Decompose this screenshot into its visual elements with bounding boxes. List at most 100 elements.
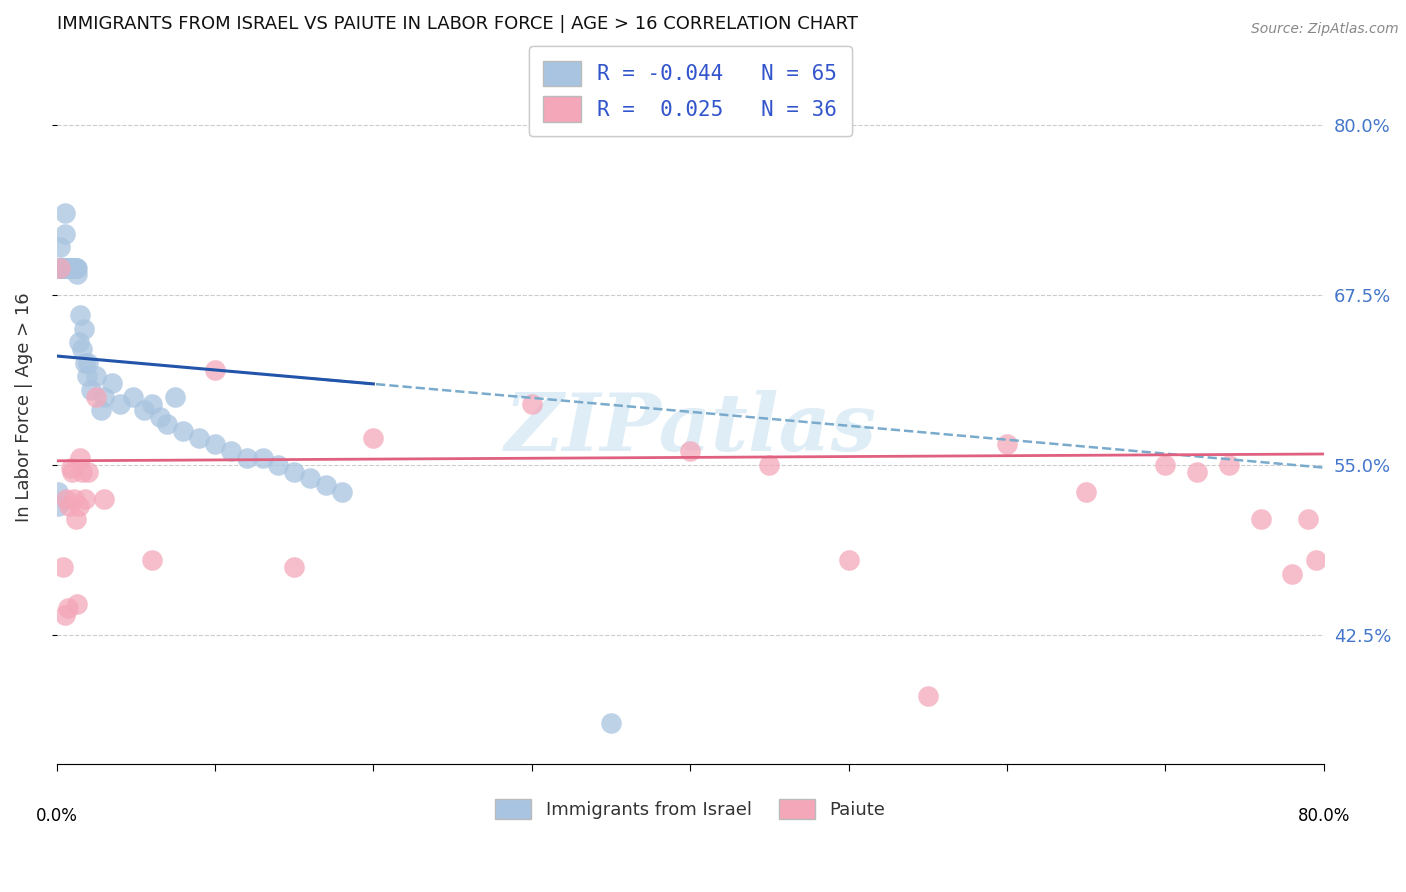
- Point: [63, 260, 86, 275]
- Point: [1281, 566, 1303, 581]
- Point: [600, 716, 623, 731]
- Legend: R = -0.044   N = 65, R =  0.025   N = 36: R = -0.044 N = 65, R = 0.025 N = 36: [529, 46, 852, 136]
- Point: [917, 690, 939, 704]
- Point: [1154, 458, 1177, 472]
- Point: [219, 444, 242, 458]
- Point: [51, 260, 73, 275]
- Point: [252, 451, 274, 466]
- Point: [51, 260, 73, 275]
- Text: Source: ZipAtlas.com: Source: ZipAtlas.com: [1251, 22, 1399, 37]
- Point: [235, 451, 257, 466]
- Point: [65, 512, 87, 526]
- Point: [55, 491, 77, 506]
- Point: [66, 597, 89, 611]
- Point: [69, 451, 91, 466]
- Point: [283, 465, 305, 479]
- Point: [1076, 485, 1098, 500]
- Point: [58, 260, 80, 275]
- Point: [165, 390, 187, 404]
- Point: [66, 268, 89, 282]
- Point: [63, 491, 86, 506]
- Point: [53, 227, 76, 241]
- Point: [56, 600, 79, 615]
- Point: [70, 465, 93, 479]
- Point: [72, 322, 94, 336]
- Point: [363, 431, 385, 445]
- Point: [758, 458, 780, 472]
- Point: [172, 424, 194, 438]
- Y-axis label: In Labor Force | Age > 16: In Labor Force | Age > 16: [15, 293, 32, 522]
- Point: [93, 491, 115, 506]
- Point: [156, 417, 179, 431]
- Point: [62, 260, 84, 275]
- Point: [55, 260, 77, 275]
- Point: [58, 499, 80, 513]
- Point: [84, 369, 107, 384]
- Point: [67, 335, 90, 350]
- Point: [267, 458, 290, 472]
- Point: [132, 403, 155, 417]
- Point: [330, 485, 353, 500]
- Point: [46, 260, 69, 275]
- Point: [55, 260, 77, 275]
- Point: [59, 260, 82, 275]
- Point: [283, 560, 305, 574]
- Point: [66, 260, 89, 275]
- Point: [56, 260, 79, 275]
- Point: [58, 260, 80, 275]
- Text: IMMIGRANTS FROM ISRAEL VS PAIUTE IN LABOR FORCE | AGE > 16 CORRELATION CHART: IMMIGRANTS FROM ISRAEL VS PAIUTE IN LABO…: [56, 15, 858, 33]
- Point: [679, 444, 702, 458]
- Point: [49, 240, 72, 254]
- Point: [121, 390, 143, 404]
- Text: ZIPatlas: ZIPatlas: [505, 390, 876, 467]
- Point: [1250, 512, 1272, 526]
- Point: [108, 397, 131, 411]
- Point: [84, 390, 107, 404]
- Point: [148, 410, 170, 425]
- Point: [75, 491, 97, 506]
- Point: [204, 362, 226, 376]
- Point: [59, 460, 82, 475]
- Point: [52, 560, 75, 574]
- Point: [65, 260, 87, 275]
- Point: [62, 465, 84, 479]
- Point: [188, 431, 211, 445]
- Point: [51, 260, 73, 275]
- Point: [52, 260, 75, 275]
- Point: [101, 376, 124, 391]
- Point: [520, 397, 543, 411]
- Point: [59, 260, 82, 275]
- Point: [76, 369, 98, 384]
- Point: [53, 260, 76, 275]
- Point: [77, 465, 100, 479]
- Point: [67, 499, 90, 513]
- Point: [52, 260, 75, 275]
- Point: [69, 308, 91, 322]
- Point: [90, 403, 112, 417]
- Text: 0.0%: 0.0%: [35, 807, 77, 825]
- Point: [1296, 512, 1319, 526]
- Point: [1185, 465, 1208, 479]
- Point: [80, 383, 103, 397]
- Point: [995, 437, 1018, 451]
- Point: [56, 260, 79, 275]
- Point: [77, 356, 100, 370]
- Point: [56, 260, 79, 275]
- Point: [70, 342, 93, 356]
- Point: [315, 478, 337, 492]
- Point: [53, 206, 76, 220]
- Point: [46, 499, 69, 513]
- Point: [49, 260, 72, 275]
- Point: [49, 260, 72, 275]
- Point: [1218, 458, 1240, 472]
- Point: [65, 260, 87, 275]
- Point: [75, 356, 97, 370]
- Point: [141, 397, 163, 411]
- Text: 80.0%: 80.0%: [1298, 807, 1350, 825]
- Point: [53, 607, 76, 622]
- Point: [141, 553, 163, 567]
- Point: [55, 260, 77, 275]
- Point: [204, 437, 226, 451]
- Point: [58, 260, 80, 275]
- Point: [93, 390, 115, 404]
